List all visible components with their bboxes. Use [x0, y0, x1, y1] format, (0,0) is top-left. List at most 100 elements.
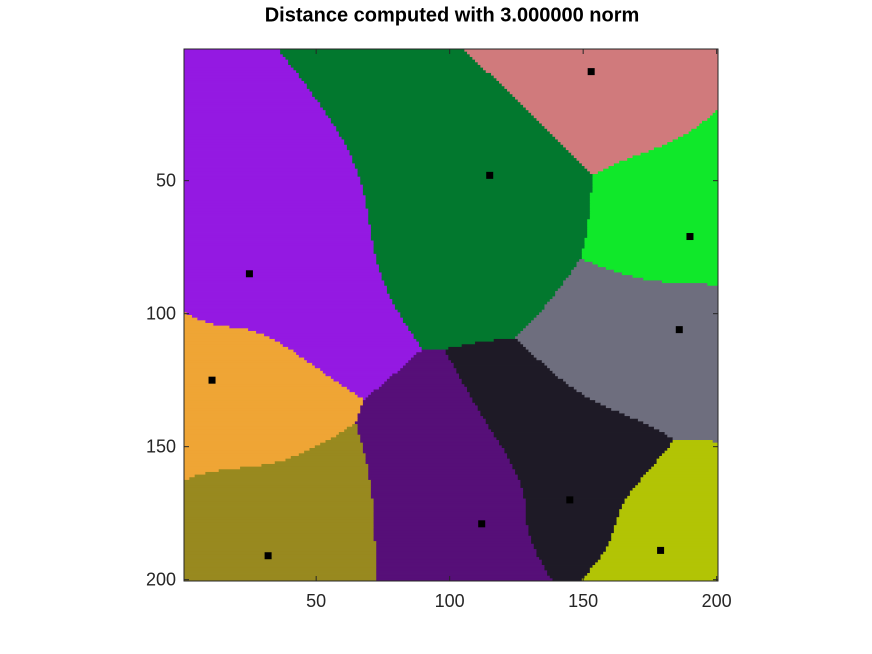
region-cell [616, 522, 719, 526]
region-cell [370, 479, 521, 483]
region-cell [453, 362, 545, 366]
region-cell [184, 354, 300, 358]
region-cell [184, 330, 257, 335]
region-cell [397, 370, 457, 374]
region-cell [320, 102, 521, 106]
region-cell [368, 463, 513, 468]
region-cell [595, 400, 719, 404]
region-cell [184, 530, 374, 534]
region-cell [349, 152, 572, 156]
region-cell [274, 461, 366, 465]
region-cell [587, 232, 719, 236]
region-cell [373, 535, 532, 539]
region-cell [485, 70, 719, 74]
region-cell [184, 474, 196, 478]
region-cell [368, 466, 513, 470]
region-cell [589, 195, 719, 199]
region-cell [184, 184, 364, 188]
region-cell [184, 261, 377, 265]
region-cell [370, 485, 521, 489]
region-cell [627, 158, 719, 162]
region-cell [357, 416, 484, 420]
region-cell [472, 397, 591, 401]
region-cell [376, 575, 551, 579]
chart-title: Distance computed with 3.000000 norm [265, 4, 640, 26]
region-cell [184, 333, 265, 337]
region-cell [571, 272, 623, 276]
region-cell [563, 378, 719, 382]
region-cell [309, 448, 364, 452]
region-cell [213, 322, 407, 327]
region-cell [696, 126, 719, 130]
region-cell [373, 538, 532, 542]
region-cell [184, 277, 382, 281]
region-cell [525, 519, 617, 523]
region-cell [306, 86, 505, 90]
region-cell [488, 426, 655, 430]
region-cell [290, 455, 366, 460]
region-cell [555, 293, 719, 297]
region-cell [298, 354, 415, 358]
region-cell [346, 426, 358, 430]
region-cell [184, 221, 369, 225]
region-cell [528, 349, 719, 353]
region-cell [523, 344, 719, 348]
region-cell [456, 368, 551, 372]
region-cell [499, 80, 719, 84]
region-cell [376, 256, 583, 260]
region-cell [549, 575, 585, 579]
region-cell [408, 360, 452, 364]
region-cell [483, 416, 631, 420]
region-cell [290, 64, 481, 69]
region-cell [325, 112, 532, 116]
seed-point [566, 496, 574, 504]
region-cell [584, 240, 719, 244]
region-cell [184, 211, 369, 215]
region-cell [314, 365, 404, 369]
region-cell [656, 458, 719, 462]
region-cell [184, 243, 374, 247]
region-cell [184, 264, 380, 268]
region-cell [392, 301, 548, 305]
region-cell [357, 168, 588, 172]
region-cell [525, 506, 623, 510]
region-cell [288, 62, 479, 66]
region-cell [533, 115, 711, 119]
region-cell [280, 51, 468, 55]
region-cell [184, 578, 377, 582]
region-cell [373, 519, 527, 523]
region-cell [376, 567, 545, 571]
region-cell [613, 527, 719, 531]
region-cell [563, 283, 708, 287]
region-cell [184, 307, 396, 311]
region-cell [416, 352, 447, 356]
region-cell [451, 360, 543, 364]
region-cell [346, 147, 567, 151]
region-cell [581, 392, 719, 396]
region-cell [592, 174, 719, 178]
region-cell [392, 299, 551, 303]
region-cell [317, 99, 519, 103]
region-cell [645, 471, 719, 475]
region-cell [381, 277, 567, 281]
region-cell [408, 325, 527, 329]
region-cell [184, 487, 372, 491]
region-cell [701, 120, 719, 124]
region-cell [365, 397, 473, 401]
region-cell [184, 309, 398, 313]
region-cell [184, 195, 366, 199]
region-cell [525, 107, 719, 111]
region-cell [573, 155, 633, 159]
region-cell [549, 368, 719, 372]
region-cell [184, 197, 366, 202]
region-cell [589, 213, 719, 217]
region-cell [589, 197, 719, 202]
region-cell [555, 291, 719, 295]
region-cell [581, 256, 719, 260]
region-cell [533, 546, 607, 550]
region-cell [394, 304, 545, 308]
x-tick-label: 150 [568, 591, 598, 611]
region-cell [584, 575, 719, 579]
region-cell [547, 365, 719, 369]
region-cell [280, 341, 420, 345]
